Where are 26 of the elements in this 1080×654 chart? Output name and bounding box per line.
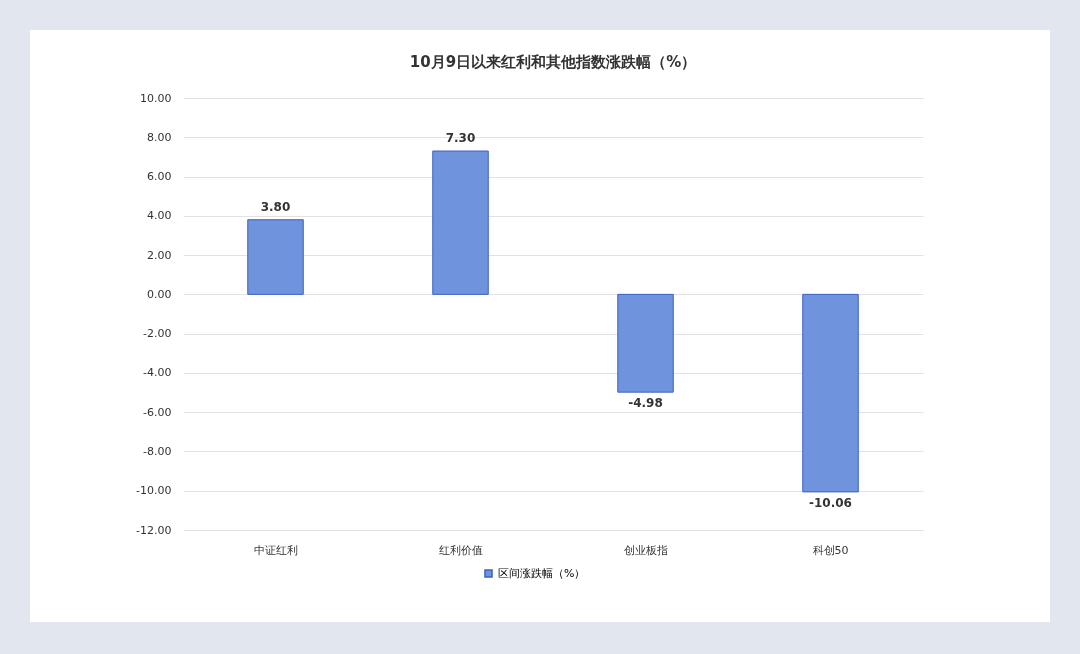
x-tick-label: 创业板指 [623,543,668,557]
legend-label: 区间涨跌幅（%） [498,566,586,580]
y-tick-label: 10.00 [140,91,172,105]
chart-title: 10月9日以来红利和其他指数涨跌幅（%） [409,53,697,71]
x-tick-label: 科创50 [812,543,849,557]
x-tick-label: 中证红利 [253,543,298,557]
y-tick-label: -12.00 [136,523,172,537]
data-label: -10.06 [809,495,852,510]
data-label: -4.98 [628,396,663,411]
bar [432,150,489,295]
y-tick-label: 6.00 [147,170,172,184]
y-tick-label: 0.00 [147,287,172,301]
data-label: 7.30 [445,131,476,146]
y-tick-label: 8.00 [147,130,172,144]
y-tick-label: 4.00 [147,209,172,223]
y-tick-label: -8.00 [143,444,172,458]
bar [802,293,859,493]
bar [617,293,674,393]
x-tick-label: 红利价值 [438,543,483,557]
y-tick-label: -10.00 [136,484,172,498]
y-tick-label: -6.00 [143,405,172,419]
bar [247,219,304,295]
y-tick-label: 2.00 [147,248,172,262]
y-tick-label: -4.00 [143,366,172,380]
y-tick-label: -2.00 [143,327,172,341]
data-label: 3.80 [260,199,291,214]
